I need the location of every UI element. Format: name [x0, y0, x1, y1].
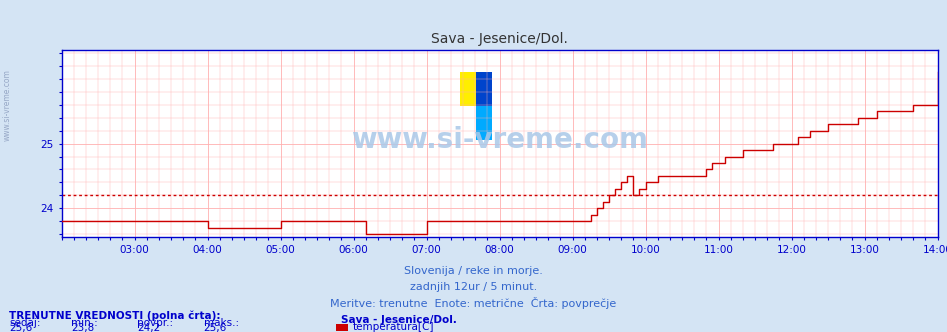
Text: 23,8: 23,8 — [71, 323, 95, 332]
Text: min.:: min.: — [71, 318, 98, 328]
Text: maks.:: maks.: — [204, 318, 239, 328]
Text: sedaj:: sedaj: — [9, 318, 41, 328]
Text: 25,6: 25,6 — [9, 323, 33, 332]
Text: 24,2: 24,2 — [137, 323, 161, 332]
Title: Sava - Jesenice/Dol.: Sava - Jesenice/Dol. — [431, 32, 568, 46]
FancyBboxPatch shape — [476, 106, 491, 140]
FancyBboxPatch shape — [476, 72, 491, 106]
Text: 25,6: 25,6 — [204, 323, 227, 332]
Text: Meritve: trenutne  Enote: metrične  Črta: povprečje: Meritve: trenutne Enote: metrične Črta: … — [331, 297, 616, 309]
Text: povpr.:: povpr.: — [137, 318, 173, 328]
Text: zadnjih 12ur / 5 minut.: zadnjih 12ur / 5 minut. — [410, 283, 537, 292]
Text: TRENUTNE VREDNOSTI (polna črta):: TRENUTNE VREDNOSTI (polna črta): — [9, 311, 221, 321]
Text: www.si-vreme.com: www.si-vreme.com — [3, 70, 12, 141]
Text: Sava - Jesenice/Dol.: Sava - Jesenice/Dol. — [341, 315, 456, 325]
FancyBboxPatch shape — [460, 72, 476, 106]
Text: Slovenija / reke in morje.: Slovenija / reke in morje. — [404, 266, 543, 276]
Text: temperatura[C]: temperatura[C] — [352, 322, 434, 332]
Text: www.si-vreme.com: www.si-vreme.com — [351, 126, 648, 154]
